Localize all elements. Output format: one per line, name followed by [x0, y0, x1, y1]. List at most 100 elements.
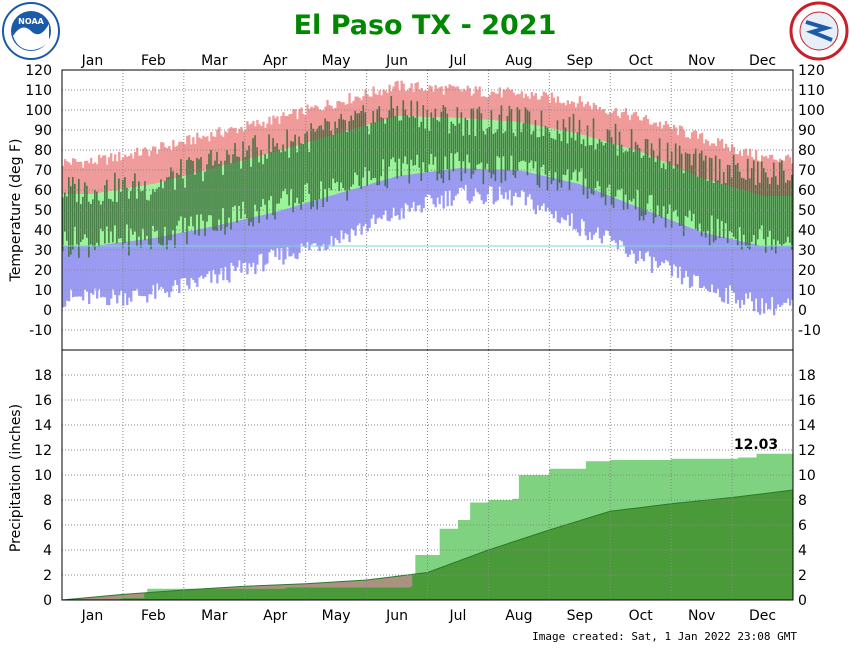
actual-temp-bar [270, 152, 272, 197]
actual-temp-bar [546, 127, 549, 191]
record-high-bar [364, 89, 367, 126]
grid-lines [62, 69, 793, 601]
record-high-bar [476, 89, 479, 120]
record-low-bar [336, 193, 339, 241]
actual-temp-bar [494, 132, 497, 182]
record-low-bar [536, 174, 539, 206]
record-high-bar [536, 99, 539, 126]
actual-temp-bar [200, 157, 202, 215]
actual-temp-bar [236, 156, 238, 223]
record-low-bar [640, 208, 644, 259]
record-low-bar [576, 183, 580, 233]
record-low-bar [130, 240, 133, 302]
actual-temp-bar [224, 160, 226, 235]
record-low-bar [706, 233, 710, 291]
record-low-bar [318, 198, 321, 252]
actual-temp-bar [756, 161, 759, 240]
record-low-bar [710, 234, 714, 285]
actual-temp-bar [742, 178, 745, 235]
record-high-bar [758, 161, 762, 196]
record-low-bar [470, 168, 473, 202]
record-low-bar [570, 182, 573, 214]
actual-temp-bar [112, 201, 114, 243]
actual-temp-bar [722, 171, 725, 239]
record-low-bar [152, 238, 155, 286]
record-high-bar [144, 147, 147, 186]
record-high-bar [224, 131, 227, 166]
actual-temp-bar [754, 185, 757, 246]
record-low-bar [124, 241, 127, 294]
actual-temp-bar [596, 143, 599, 182]
actual-temp-bar [598, 139, 601, 187]
actual-temp-bar [380, 117, 383, 177]
record-high-bar [374, 93, 377, 123]
record-high-bar [138, 155, 141, 187]
actual-temp-bar [404, 109, 407, 157]
record-high-bar [270, 124, 273, 154]
record-low-bar [348, 190, 351, 243]
record-low-bar [236, 220, 239, 268]
record-high-bar [670, 129, 674, 166]
record-high-bar [220, 135, 223, 167]
actual-temp-bar [150, 194, 152, 250]
actual-temp-bar [214, 160, 216, 231]
actual-temp-bar [514, 136, 517, 178]
actual-temp-bar [750, 168, 753, 242]
record-low-bar [648, 211, 652, 257]
record-low-bar [444, 169, 447, 192]
record-high-bar [96, 164, 99, 194]
record-low-bar [484, 168, 487, 202]
record-low-bar [464, 168, 467, 185]
record-high-bar [280, 116, 283, 151]
record-low-bar [478, 168, 481, 195]
actual-temp-bar [518, 109, 521, 163]
actual-temp-bar [528, 111, 531, 163]
record-low-bar [114, 243, 117, 296]
record-low-bar [102, 244, 105, 297]
record-high-bar [626, 115, 630, 149]
actual-temp-bar [652, 150, 655, 224]
actual-temp-bar [630, 128, 633, 202]
actual-temp-bar [524, 107, 527, 162]
record-high-bar [156, 153, 159, 184]
record-high-bar [412, 91, 415, 117]
record-low-bar [118, 242, 121, 296]
record-high-bar [394, 81, 397, 117]
record-high-bar [446, 87, 449, 118]
actual-temp-bar [758, 182, 761, 230]
month-label-bottom: Mar [201, 608, 228, 624]
actual-temp-bar [656, 155, 659, 206]
actual-temp-bar [640, 157, 643, 217]
actual-temp-bar [132, 181, 134, 235]
record-low-bar [200, 228, 203, 276]
actual-temp-bar [172, 171, 174, 231]
record-low-bar [684, 225, 688, 271]
record-high-bar [784, 155, 788, 196]
record-low-bar [624, 202, 628, 254]
record-high-bar [352, 100, 355, 129]
record-high-bar [428, 85, 431, 118]
record-low-bar [230, 222, 233, 263]
actual-temp-bar [90, 203, 92, 245]
record-low-bar [584, 186, 588, 236]
record-high-bar [386, 92, 389, 119]
precip-tick-left: 10 [34, 468, 52, 484]
record-low-bar [254, 216, 257, 275]
actual-temp-bar [212, 165, 214, 231]
axis-labels: Jan Jan Feb Feb Mar Mar Apr Apr May May Jun Jun Jul J… [25, 53, 824, 624]
record-high-bar [596, 109, 600, 140]
record-low-bar [188, 230, 191, 289]
actual-temp-bar [220, 160, 222, 231]
actual-temp-bar [136, 198, 138, 247]
actual-temp-bar [734, 164, 737, 240]
record-low-bar [356, 187, 359, 226]
record-low-bar [210, 226, 213, 283]
record-low-bar [788, 246, 792, 306]
actual-temp-bar [416, 101, 419, 155]
record-high-bar [124, 154, 127, 189]
record-low-bar [430, 171, 433, 199]
record-low-bar [298, 204, 301, 253]
record-low-bar [456, 168, 459, 194]
actual-temp-bar [666, 142, 669, 214]
record-low-bar [258, 215, 261, 255]
